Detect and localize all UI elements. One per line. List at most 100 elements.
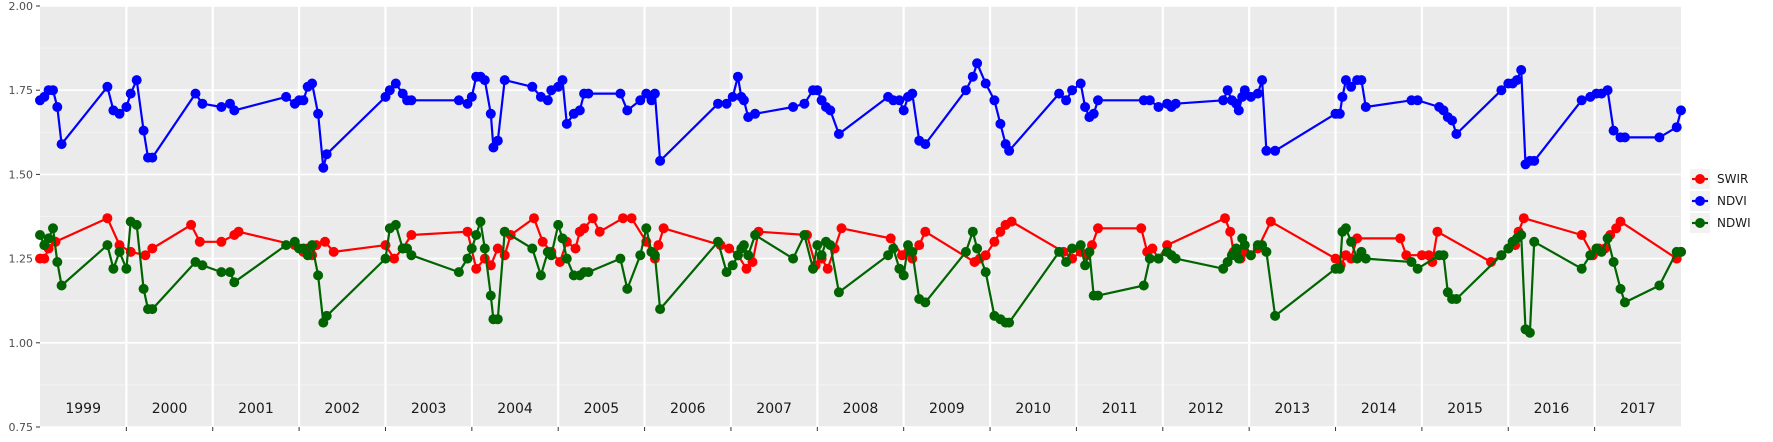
data-point-ndwi (816, 250, 827, 261)
data-point-ndwi (960, 246, 971, 257)
data-point-swir (1486, 257, 1496, 267)
data-point-ndvi (114, 108, 125, 119)
data-point-ndwi (1233, 253, 1244, 264)
data-point-ndwi (1080, 260, 1091, 271)
data-point-ndwi (907, 246, 918, 257)
data-point-ndvi (1257, 75, 1268, 86)
data-point-ndwi (313, 270, 324, 281)
data-point-ndwi (1451, 294, 1462, 304)
data-point-ndvi (1360, 102, 1371, 112)
data-point-ndvi (788, 102, 799, 112)
data-point-ndwi (1602, 233, 1613, 244)
year-label: 2003 (411, 401, 447, 417)
data-point-swir (529, 213, 539, 224)
data-point-ndwi (48, 223, 58, 234)
year-label: 2012 (1188, 401, 1224, 417)
data-point-swir (140, 250, 151, 261)
data-point-ndvi (281, 91, 292, 102)
data-point-swir (995, 226, 1006, 237)
data-point-ndvi (750, 108, 761, 119)
data-point-ndwi (321, 310, 332, 321)
year-label: 2004 (497, 401, 533, 417)
data-point-ndwi (406, 250, 417, 261)
data-point-ndvi (995, 118, 1006, 129)
data-point-swir (462, 226, 473, 237)
data-point-swir (587, 213, 598, 224)
series-ndwi (35, 216, 1686, 338)
year-label: 2002 (324, 401, 360, 417)
year-label: 2010 (1015, 401, 1051, 417)
data-point-ndvi (102, 81, 113, 92)
data-point-ndwi (43, 233, 54, 244)
data-point-ndwi (1608, 257, 1619, 267)
data-point-ndvi (1337, 91, 1348, 102)
year-label: 2001 (238, 401, 274, 417)
data-point-ndwi (475, 216, 486, 227)
data-point-ndwi (655, 304, 666, 315)
data-point-ndvi (52, 102, 63, 112)
data-point-ndvi (1412, 95, 1423, 106)
data-point-ndvi (321, 149, 332, 160)
data-point-ndwi (1596, 246, 1607, 257)
data-point-ndvi (216, 102, 227, 112)
data-point-swir (1416, 250, 1427, 261)
data-point-ndvi (1529, 155, 1540, 166)
data-point-swir (626, 213, 637, 224)
data-point-ndwi (1144, 253, 1155, 264)
data-point-swir (989, 236, 1000, 247)
data-point-ndwi (808, 263, 818, 274)
data-point-ndwi (1231, 243, 1242, 254)
data-point-ndwi (553, 219, 564, 230)
data-point-ndvi (48, 85, 58, 96)
legend-label: SWIR (1717, 172, 1748, 186)
data-point-swir (1147, 243, 1158, 254)
data-point-ndwi (713, 236, 723, 247)
data-point-ndvi (894, 95, 905, 106)
data-point-ndvi (920, 139, 931, 150)
data-point-swir (102, 213, 113, 224)
data-point-swir (1220, 213, 1230, 224)
data-point-ndvi (125, 88, 136, 99)
data-point-swir (389, 253, 400, 264)
data-point-ndvi (1334, 108, 1345, 119)
data-point-ndwi (1619, 297, 1630, 308)
data-point-ndwi (138, 283, 149, 294)
data-point-ndvi (131, 75, 142, 86)
data-point-ndvi (799, 98, 810, 109)
data-point-ndwi (1654, 280, 1665, 291)
y-tick-label: 0.75 (9, 421, 34, 434)
data-point-swir (492, 243, 503, 254)
data-point-ndvi (1576, 95, 1587, 106)
data-point-ndvi (825, 105, 836, 116)
data-point-ndvi (1222, 85, 1233, 96)
legend-label: NDVI (1717, 194, 1747, 208)
data-point-swir (980, 250, 991, 261)
data-point-ndvi (1346, 81, 1357, 92)
data-point-ndvi (1067, 85, 1078, 96)
year-label: 2006 (670, 401, 706, 417)
data-point-ndwi (1576, 263, 1587, 274)
data-point-ndvi (121, 102, 132, 112)
data-point-ndwi (888, 243, 899, 254)
data-point-ndwi (1138, 280, 1149, 291)
data-point-ndwi (453, 267, 464, 278)
data-point-swir (1401, 250, 1412, 261)
data-point-swir (320, 236, 330, 247)
data-point-swir (920, 226, 931, 237)
data-point-ndvi (453, 95, 464, 106)
data-point-ndvi (1004, 145, 1015, 156)
data-point-ndvi (1075, 78, 1086, 89)
data-point-ndwi (1524, 327, 1535, 338)
data-point-ndwi (197, 260, 208, 271)
year-label: 2007 (756, 401, 792, 417)
data-point-swir (653, 240, 664, 251)
data-point-ndvi (1516, 65, 1527, 75)
year-labels: 1999 2000 2001 2002 2003 2004 2005 2006 2007 2008… (65, 401, 1655, 417)
data-point-ndvi (466, 91, 477, 102)
data-point-ndwi (1153, 253, 1164, 264)
data-point-ndwi (799, 230, 810, 240)
y-axis: 0.75 1.00 1.25 1.50 1.75 2.00 (9, 0, 1596, 434)
data-point-ndvi (907, 88, 918, 99)
data-point-ndwi (1412, 263, 1423, 274)
